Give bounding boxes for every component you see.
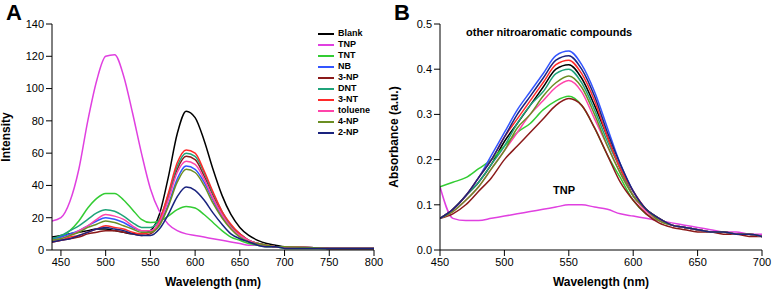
- html-text:other nitroaromatic compounds: other nitroaromatic compounds: [466, 26, 633, 38]
- html-text:3-NP: 3-NP: [338, 72, 359, 82]
- svg-text:500: 500: [96, 256, 114, 268]
- html-text:TNP: TNP: [553, 184, 575, 196]
- svg-text:0.5: 0.5: [417, 18, 432, 30]
- svg-text:750: 750: [320, 256, 338, 268]
- svg-text:600: 600: [186, 256, 204, 268]
- svg-text:Absorbance (a.u.): Absorbance (a.u.): [388, 86, 401, 187]
- svg-text:500: 500: [495, 256, 513, 268]
- svg-text:Wavelength (nm): Wavelength (nm): [165, 275, 261, 289]
- html-text:toluene: toluene: [338, 105, 370, 115]
- svg-text:450: 450: [431, 256, 449, 268]
- svg-text:Intensity: Intensity: [0, 112, 13, 162]
- svg-text:0.0: 0.0: [417, 244, 432, 256]
- svg-text:0.3: 0.3: [417, 108, 432, 120]
- svg-text:550: 550: [560, 256, 578, 268]
- svg-text:0.2: 0.2: [417, 154, 432, 166]
- svg-text:Wavelength (nm): Wavelength (nm): [553, 275, 649, 289]
- svg-text:650: 650: [231, 256, 249, 268]
- svg-text:120: 120: [26, 50, 44, 62]
- svg-text:800: 800: [365, 256, 383, 268]
- svg-text:100: 100: [26, 82, 44, 94]
- svg-text:140: 140: [26, 18, 44, 30]
- svg-text:0: 0: [38, 244, 44, 256]
- html-text:4-NP: 4-NP: [338, 116, 359, 126]
- html-text:NB: NB: [338, 61, 351, 71]
- svg-text:20: 20: [32, 212, 44, 224]
- html-text:3-NT: 3-NT: [338, 94, 358, 104]
- svg-text:550: 550: [141, 256, 159, 268]
- svg-text:700: 700: [753, 256, 771, 268]
- svg-text:40: 40: [32, 179, 44, 191]
- html-text:DNT: DNT: [338, 83, 357, 93]
- svg-text:0.1: 0.1: [417, 199, 432, 211]
- html-text:TNT: TNT: [338, 50, 356, 60]
- svg-text:0.4: 0.4: [417, 63, 432, 75]
- svg-text:650: 650: [688, 256, 706, 268]
- html-text:TNP: TNP: [338, 39, 356, 49]
- html-text:A: A: [6, 0, 22, 25]
- svg-text:80: 80: [32, 115, 44, 127]
- svg-text:450: 450: [52, 256, 70, 268]
- html-text:Blank: Blank: [338, 28, 363, 38]
- html-text:B: B: [394, 0, 410, 25]
- svg-text:600: 600: [624, 256, 642, 268]
- svg-text:700: 700: [275, 256, 293, 268]
- html-text:2-NP: 2-NP: [338, 127, 359, 137]
- svg-text:60: 60: [32, 147, 44, 159]
